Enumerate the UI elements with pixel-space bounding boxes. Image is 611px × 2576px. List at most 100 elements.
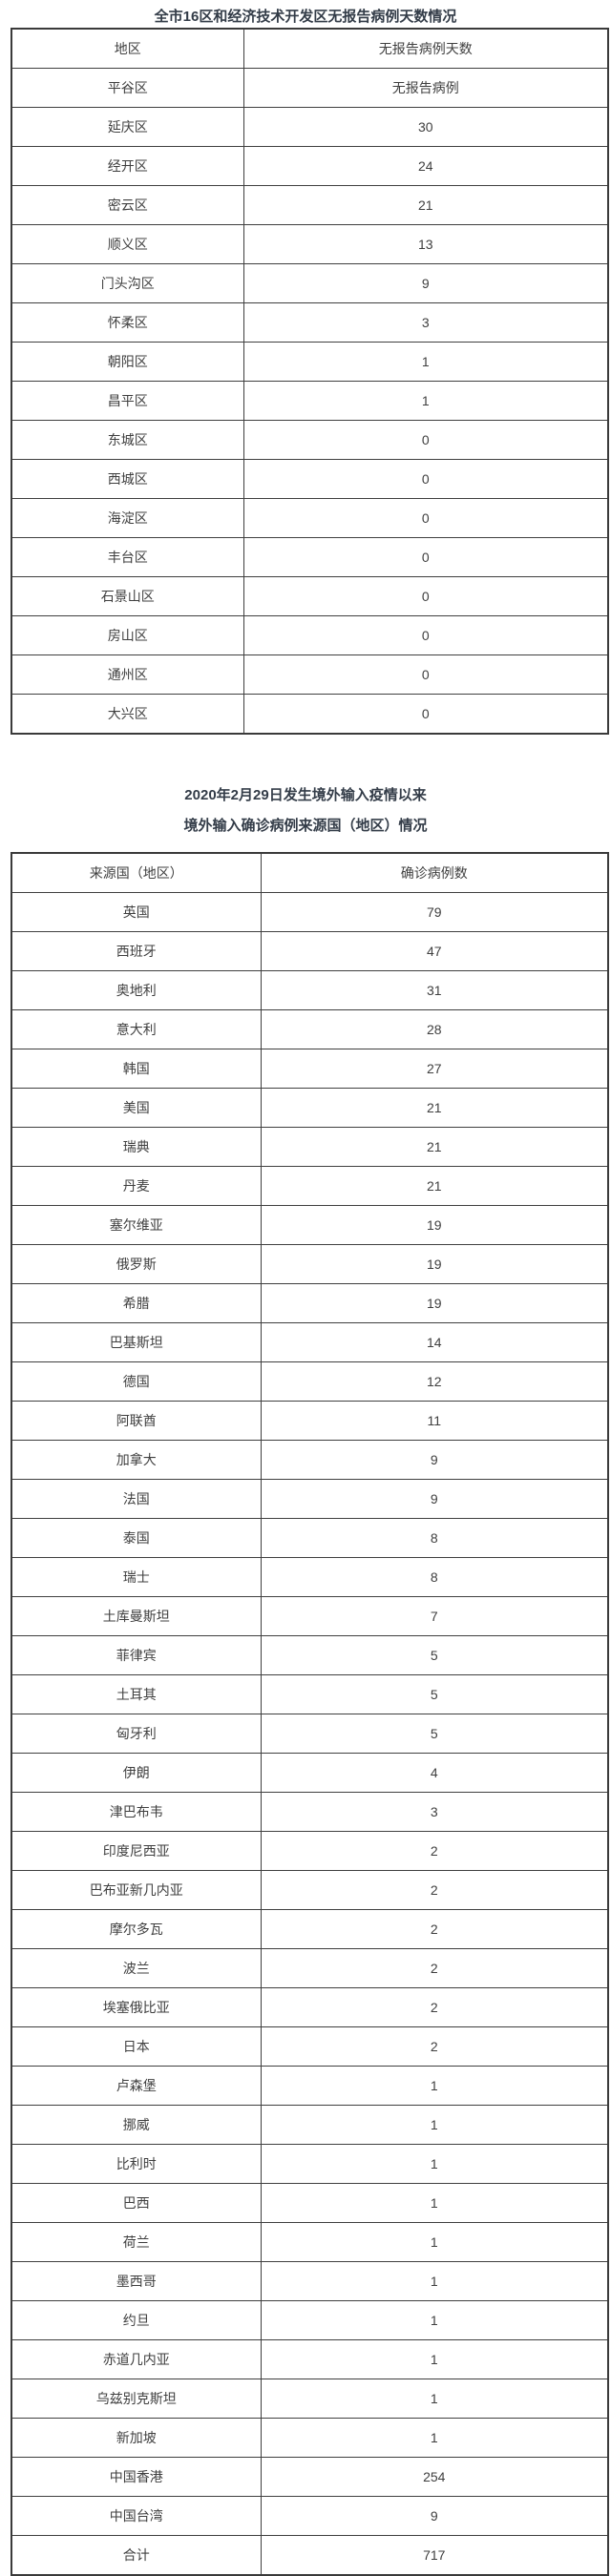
cases-cell: 2 — [260, 1870, 609, 1910]
imported-cases-table: 来源国（地区） 确诊病例数 英国 79 西班牙 47 奥地利 31 意大利 28 韩国 27 美国 2… — [11, 852, 609, 2576]
total-value-cell: 717 — [260, 2535, 609, 2576]
region-column-header: 地区 — [11, 28, 244, 69]
cases-cell: 1 — [260, 2066, 609, 2106]
cases-cell: 2 — [260, 1909, 609, 1949]
country-cell: 波兰 — [11, 1948, 262, 1988]
cases-cell: 5 — [260, 1714, 609, 1754]
days-cell: 0 — [242, 615, 609, 655]
country-cell: 阿联酋 — [11, 1401, 262, 1441]
country-cell: 土耳其 — [11, 1674, 262, 1714]
region-cell: 经开区 — [11, 146, 244, 186]
cases-cell: 4 — [260, 1753, 609, 1793]
table-row: 房山区 0 — [11, 615, 609, 655]
table-row: 丹麦 21 — [11, 1166, 609, 1206]
days-cell: 21 — [242, 185, 609, 225]
no-case-days-table-title: 全市16区和经济技术开发区无报告病例天数情况 — [154, 9, 457, 25]
table-row: 英国 79 — [11, 892, 609, 932]
cases-cell: 5 — [260, 1674, 609, 1714]
imported-cases-table-title: 2020年2月29日发生境外输入疫情以来 境外输入确诊病例来源国（地区）情况 — [0, 780, 611, 841]
region-cell: 海淀区 — [11, 498, 244, 538]
table-row: 印度尼西亚 2 — [11, 1831, 609, 1871]
table-row: 延庆区 30 — [11, 107, 609, 147]
cases-cell: 2 — [260, 1831, 609, 1871]
country-cell: 加拿大 — [11, 1440, 262, 1480]
cases-cell: 8 — [260, 1557, 609, 1597]
region-cell: 顺义区 — [11, 224, 244, 264]
country-cell: 丹麦 — [11, 1166, 262, 1206]
cases-cell: 3 — [260, 1792, 609, 1832]
confirmed-cases-column-header: 确诊病例数 — [260, 852, 609, 893]
table-row: 法国 9 — [11, 1479, 609, 1519]
country-cell: 巴西 — [11, 2183, 262, 2223]
imported-cases-title-line-2: 境外输入确诊病例来源国（地区）情况 — [183, 818, 428, 834]
cases-cell: 2 — [260, 2026, 609, 2067]
table-row: 泰国 8 — [11, 1518, 609, 1558]
days-cell: 1 — [242, 381, 609, 421]
country-cell: 巴布亚新几内亚 — [11, 1870, 262, 1910]
table-row: 希腊 19 — [11, 1283, 609, 1323]
cases-cell: 1 — [260, 2339, 609, 2379]
cases-cell: 14 — [260, 1322, 609, 1362]
country-cell: 瑞士 — [11, 1557, 262, 1597]
region-cell: 房山区 — [11, 615, 244, 655]
cases-cell: 1 — [260, 2222, 609, 2262]
table-row: 中国香港 254 — [11, 2457, 609, 2497]
table-row: 中国台湾 9 — [11, 2496, 609, 2536]
cases-cell: 27 — [260, 1049, 609, 1089]
country-cell: 希腊 — [11, 1283, 262, 1323]
table-row: 新加坡 1 — [11, 2418, 609, 2458]
table-row: 伊朗 4 — [11, 1753, 609, 1793]
cases-cell: 19 — [260, 1244, 609, 1284]
table-row: 津巴布韦 3 — [11, 1792, 609, 1832]
country-cell: 意大利 — [11, 1009, 262, 1049]
country-cell: 印度尼西亚 — [11, 1831, 262, 1871]
cases-cell: 47 — [260, 931, 609, 971]
region-cell: 东城区 — [11, 420, 244, 460]
table-row: 俄罗斯 19 — [11, 1244, 609, 1284]
days-cell: 0 — [242, 654, 609, 695]
table-row: 瑞典 21 — [11, 1127, 609, 1167]
table-row: 荷兰 1 — [11, 2222, 609, 2262]
country-cell: 日本 — [11, 2026, 262, 2067]
region-cell: 丰台区 — [11, 537, 244, 577]
no-case-days-table-header: 地区 无报告病例天数 — [11, 28, 609, 69]
no-case-days-table: 地区 无报告病例天数 平谷区 无报告病例 延庆区 30 经开区 24 密云区 21 顺义区 13 门… — [11, 28, 609, 735]
days-cell: 0 — [242, 498, 609, 538]
cases-cell: 28 — [260, 1009, 609, 1049]
table-row: 土耳其 5 — [11, 1674, 609, 1714]
table-row: 大兴区 0 — [11, 694, 609, 735]
table-row: 巴布亚新几内亚 2 — [11, 1870, 609, 1910]
cases-cell: 1 — [260, 2418, 609, 2458]
country-cell: 比利时 — [11, 2144, 262, 2184]
days-cell: 3 — [242, 302, 609, 343]
country-cell: 挪威 — [11, 2105, 262, 2145]
cases-cell: 254 — [260, 2457, 609, 2497]
table-row: 奥地利 31 — [11, 970, 609, 1010]
table-row: 埃塞俄比亚 2 — [11, 1987, 609, 2027]
table-row: 通州区 0 — [11, 654, 609, 695]
table-row: 土库曼斯坦 7 — [11, 1596, 609, 1636]
table-row: 挪威 1 — [11, 2105, 609, 2145]
region-cell: 平谷区 — [11, 68, 244, 108]
country-cell: 中国香港 — [11, 2457, 262, 2497]
cases-cell: 19 — [260, 1283, 609, 1323]
table-row: 东城区 0 — [11, 420, 609, 460]
source-country-column-header: 来源国（地区） — [11, 852, 262, 893]
country-cell: 法国 — [11, 1479, 262, 1519]
imported-cases-title-line-1: 2020年2月29日发生境外输入疫情以来 — [184, 787, 427, 803]
cases-cell: 12 — [260, 1361, 609, 1402]
region-cell: 西城区 — [11, 459, 244, 499]
table-row: 匈牙利 5 — [11, 1714, 609, 1754]
cases-cell: 31 — [260, 970, 609, 1010]
days-column-header: 无报告病例天数 — [242, 28, 609, 69]
region-cell: 延庆区 — [11, 107, 244, 147]
table-row: 密云区 21 — [11, 185, 609, 225]
days-cell: 9 — [242, 263, 609, 303]
table-row: 加拿大 9 — [11, 1440, 609, 1480]
days-cell: 0 — [242, 576, 609, 616]
cases-cell: 9 — [260, 1440, 609, 1480]
country-cell: 赤道几内亚 — [11, 2339, 262, 2379]
imported-cases-table-total: 合计 717 — [11, 2535, 609, 2576]
region-cell: 朝阳区 — [11, 342, 244, 382]
table-row: 巴西 1 — [11, 2183, 609, 2223]
